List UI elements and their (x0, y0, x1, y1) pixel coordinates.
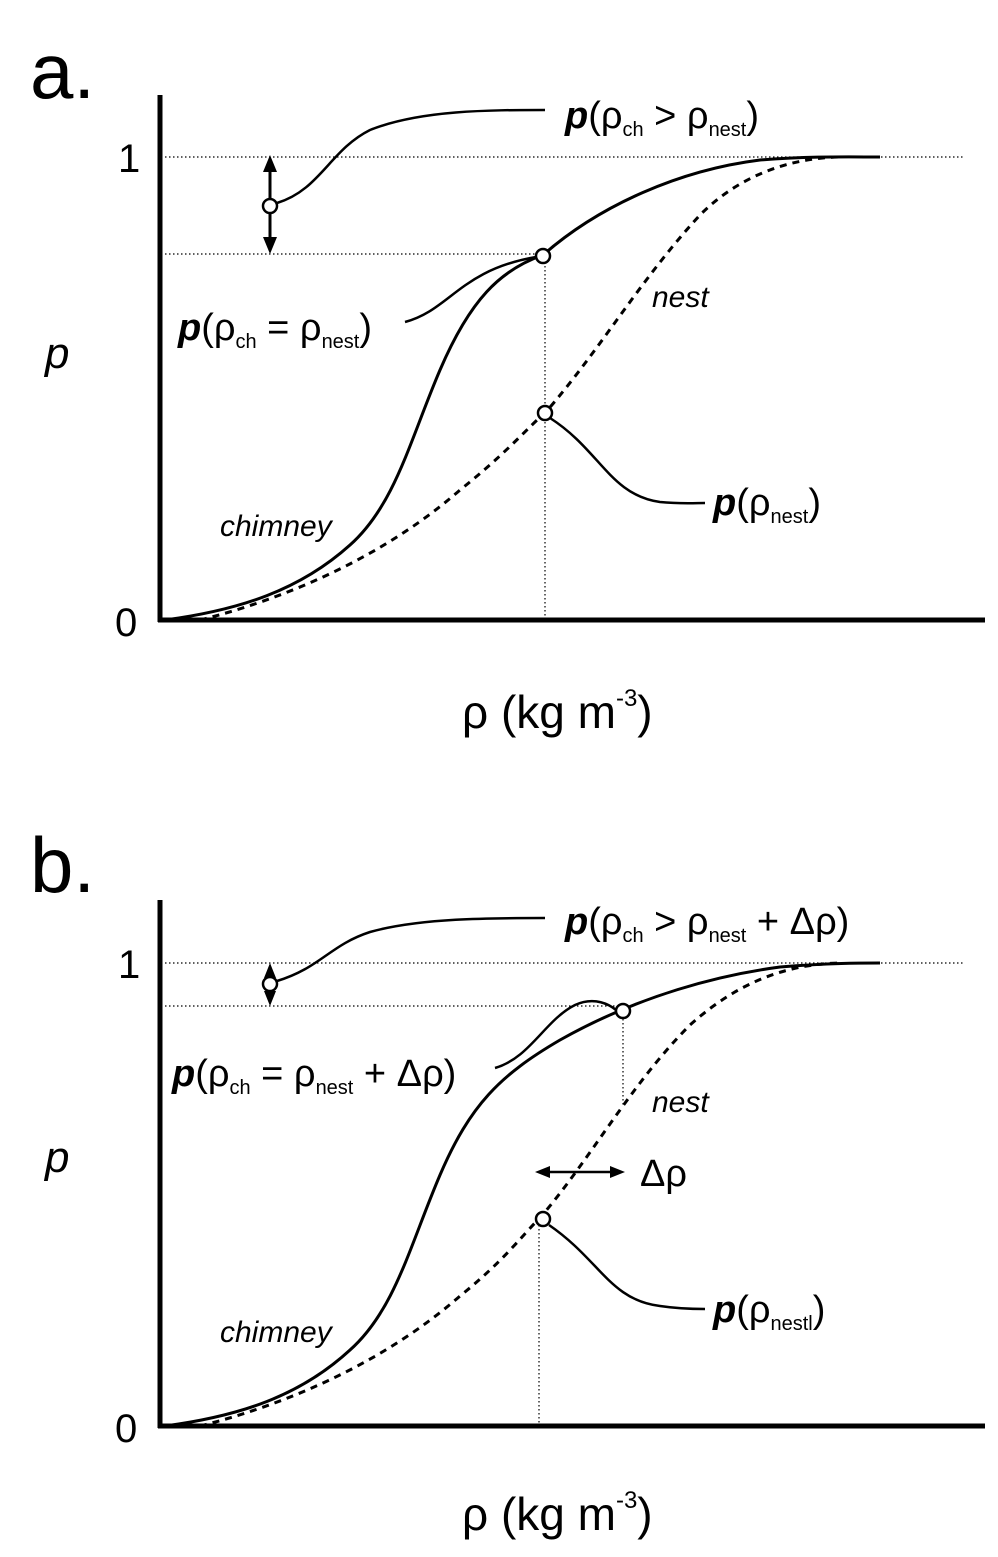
panel-a-tick-1: 1 (118, 137, 140, 181)
panel-a-marker-equal (534, 247, 552, 265)
panel-a-ann-greater-mid: > ρ (644, 95, 709, 137)
panel-b-arrow-head-down (264, 991, 276, 1006)
panel-b-x-label-main: ρ (kg m (462, 1488, 616, 1540)
panel-b-delta-arrow-left-head (535, 1166, 550, 1178)
panel-b-annotation-greater: p(ρch > ρnest + Δρ) (564, 901, 849, 947)
panel-a-tick-0: 0 (115, 601, 137, 645)
panel-b-ann-equal-sub1: ch (230, 1077, 251, 1099)
panel-b-marker-equal (614, 1002, 632, 1020)
panel-a-ann-greater-sub1: ch (623, 119, 644, 141)
panel-a-ann-equal-sub2: nest (322, 331, 360, 353)
panel-a-ann-equal-p: p (177, 307, 201, 349)
panel-b-nest-curve (199, 961, 841, 1428)
panel-a-ann-greater-sub2: nest (709, 119, 747, 141)
panel-a-leader-top (276, 108, 546, 205)
panel-a-leader-nest (549, 416, 706, 505)
panel-a-annotation-nest: p(ρnest) (712, 482, 821, 528)
panel-b-leader-eq (494, 1000, 617, 1070)
panel-a-ann-greater-p: p (564, 95, 588, 137)
panel-b-ann-greater-open: (ρ (588, 901, 622, 943)
panel-b-ann-equal-mid: = ρ (251, 1053, 316, 1095)
panel-a-x-label-close: ) (637, 686, 652, 738)
panel-b-tick-0: 0 (115, 1407, 137, 1451)
panel-b-delta-arrow-right-head (610, 1166, 625, 1178)
panel-a-marker-difference (261, 197, 279, 215)
panel-a-ann-equal-sub1: ch (236, 331, 257, 353)
panel-a-annotation-equal: p(ρch = ρnest) (177, 307, 372, 353)
panel-a-ann-greater-open: (ρ (588, 95, 622, 137)
panel-b-ann-equal-open: (ρ (195, 1053, 229, 1095)
panel-a-x-label-main: ρ (kg m (462, 686, 616, 738)
panel-b-leader-nest (548, 1223, 706, 1311)
panel-b-ann-greater-sub1: ch (623, 925, 644, 947)
panel-b-ann-nest-sub1: nestl (771, 1313, 813, 1335)
panel-b-ann-equal-sub2: nest (316, 1077, 354, 1099)
panel-b-x-label-close: ) (637, 1488, 652, 1540)
panel-b-chimney-curve (164, 961, 881, 1428)
panel-b-ann-nest-open: (ρ (736, 1289, 770, 1331)
panel-a-ann-equal-mid: = ρ (257, 307, 322, 349)
panel-b-ann-equal-p: p (171, 1053, 195, 1095)
panel-b-annotation-nest: p(ρnestl) (712, 1289, 825, 1335)
panel-b-ann-greater-sub2: nest (709, 925, 747, 947)
panel-b-tick-1: 1 (118, 943, 140, 987)
panel-b-ann-nest-close: ) (813, 1289, 826, 1331)
panel-a-x-label-sup: -3 (616, 685, 637, 712)
panel-a-leader-eq (404, 255, 537, 324)
panel-b-ann-equal-close: + Δρ) (353, 1053, 456, 1095)
panel-a-ann-nest-close: ) (808, 482, 821, 524)
panel-a-nest-curve (199, 155, 841, 622)
panel-a-ann-equal-close: ) (359, 307, 372, 349)
panel-b-chimney-label: chimney (220, 1316, 334, 1349)
panel-b-ann-greater-close: + Δρ) (746, 901, 849, 943)
panel-a-arrow-head-down (263, 237, 277, 254)
panel-b-marker-nest (534, 1210, 552, 1228)
panel-a-label: a. (30, 27, 95, 115)
panel-b-ann-nest-p: p (712, 1289, 736, 1331)
panel-a-ann-nest-open: (ρ (736, 482, 770, 524)
panel-b-delta-label: Δρ (640, 1153, 687, 1195)
panel-a-chimney-curve (164, 155, 881, 622)
panel-b-y-label: p (43, 1133, 69, 1182)
panel-b-label: b. (30, 821, 95, 909)
panel-a-arrow-head-up (263, 155, 277, 172)
panel-a-x-label: ρ (kg m-3) (462, 685, 653, 738)
panel-b-ann-greater-p: p (564, 901, 588, 943)
panel-a-marker-nest (536, 404, 554, 422)
panel-b-x-label: ρ (kg m-3) (462, 1487, 653, 1540)
panel-a-nest-label: nest (652, 281, 710, 314)
panel-a-chimney-label: chimney (220, 510, 334, 543)
panel-b: b. 1 0 p ρ (kg m-3) Δρ (30, 821, 985, 1540)
panel-b-marker-difference (261, 975, 279, 993)
panel-b-nest-label: nest (652, 1086, 710, 1119)
panel-b-leader-top (276, 916, 546, 983)
panel-a-ann-nest-p: p (712, 482, 736, 524)
panel-a-annotation-greater: p(ρch > ρnest) (564, 95, 759, 141)
panel-b-x-label-sup: -3 (616, 1487, 637, 1514)
panel-b-ann-greater-mid: > ρ (644, 901, 709, 943)
panel-b-arrow-head-up (264, 963, 276, 978)
panel-a-y-label: p (43, 329, 69, 378)
panel-a: a. 1 0 p ρ (kg m-3) chimney nest (30, 27, 985, 738)
panel-a-ann-equal-open: (ρ (201, 307, 235, 349)
panel-b-annotation-equal: p(ρch = ρnest + Δρ) (171, 1053, 456, 1099)
panel-a-ann-nest-sub1: nest (771, 506, 809, 528)
panel-a-ann-greater-close: ) (746, 95, 759, 137)
